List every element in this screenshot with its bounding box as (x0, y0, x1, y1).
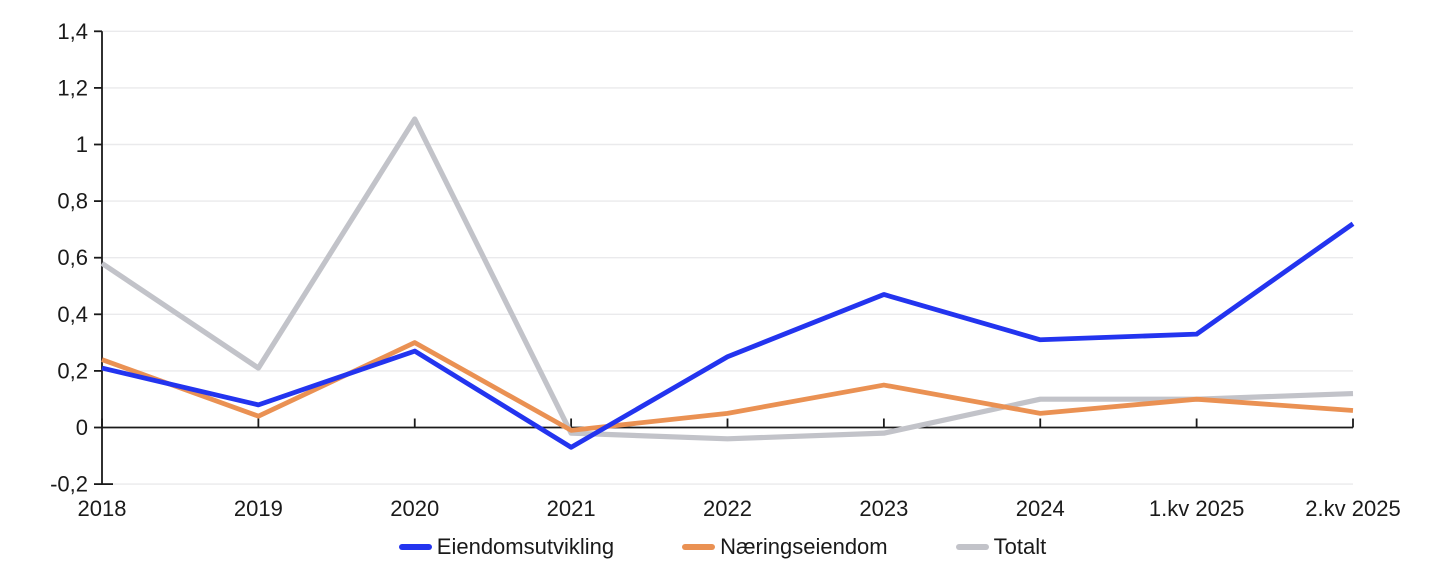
y-tick-label: 0,8 (57, 189, 88, 214)
legend-item-totalt: Totalt (955, 534, 1047, 560)
y-tick-label: 1,4 (57, 19, 88, 44)
x-tick-label: 2024 (1016, 496, 1065, 521)
legend-item-naeringseiendom: Næringseiendom (682, 534, 888, 560)
legend-swatch-totalt (955, 544, 989, 550)
x-tick-label: 2021 (547, 496, 596, 521)
y-tick-label: -0,2 (50, 472, 88, 497)
legend-label-totalt: Totalt (993, 534, 1047, 559)
chart-legend: Eiendomsutvikling Næringseiendom Totalt (0, 534, 1445, 560)
x-tick-label: 2019 (234, 496, 283, 521)
series-line-eiendomsutvikling (101, 221, 1355, 450)
y-tick-label: 0,2 (57, 358, 88, 383)
x-tick-label: 1.kv 2025 (1149, 496, 1244, 521)
x-tick-label: 2023 (859, 496, 908, 521)
x-tick-label: 2018 (78, 496, 127, 521)
y-tick-label: 1,2 (57, 75, 88, 100)
legend-swatch-naeringseiendom (682, 544, 716, 550)
legend-item-eiendomsutvikling: Eiendomsutvikling (398, 534, 615, 560)
legend-swatch-eiendomsutvikling (398, 544, 432, 550)
x-tick-label: 2.kv 2025 (1305, 496, 1400, 521)
series-line-n-ringseiendom (101, 340, 1354, 433)
plot-area: -0,2 0 0,2 0,4 0,6 0,8 1 1,2 1,4 2018 2019 2020 2021… (50, 19, 1401, 521)
y-tick-label: 1 (76, 132, 88, 157)
y-tick-label: 0,4 (57, 302, 88, 327)
legend-label-eiendomsutvikling: Eiendomsutvikling (436, 534, 615, 559)
x-tick-label: 2022 (703, 496, 752, 521)
y-tick-label: 0 (76, 415, 88, 440)
y-tick-label: 0,6 (57, 245, 88, 270)
x-tick-label: 2020 (390, 496, 439, 521)
legend-label-naeringseiendom: Næringseiendom (720, 534, 888, 559)
series-line-totalt (100, 116, 1354, 442)
